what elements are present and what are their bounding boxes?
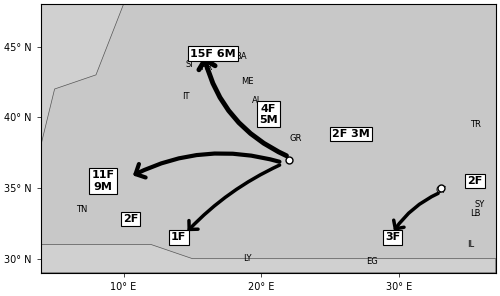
Text: ME: ME bbox=[242, 78, 254, 86]
Text: LY: LY bbox=[244, 254, 252, 263]
Text: AL: AL bbox=[252, 96, 262, 105]
FancyArrowPatch shape bbox=[189, 165, 280, 229]
Polygon shape bbox=[41, 4, 123, 160]
Text: IT: IT bbox=[182, 91, 190, 101]
Text: SY: SY bbox=[474, 200, 484, 210]
Text: CY: CY bbox=[436, 186, 446, 195]
Polygon shape bbox=[41, 244, 496, 273]
FancyArrowPatch shape bbox=[394, 193, 438, 229]
Text: EG: EG bbox=[366, 257, 378, 266]
Text: LB: LB bbox=[470, 209, 480, 218]
Text: 15F 6M: 15F 6M bbox=[190, 49, 236, 59]
Text: 11F
9M: 11F 9M bbox=[92, 170, 114, 192]
Text: 4F
5M: 4F 5M bbox=[259, 104, 278, 125]
Text: 2F: 2F bbox=[123, 214, 138, 224]
FancyArrowPatch shape bbox=[199, 60, 286, 156]
Text: SI: SI bbox=[186, 60, 194, 70]
Text: TN: TN bbox=[76, 205, 88, 214]
Text: 3F: 3F bbox=[385, 232, 400, 242]
Text: BA: BA bbox=[235, 52, 246, 61]
Text: TR: TR bbox=[470, 120, 480, 129]
Text: HR: HR bbox=[200, 63, 212, 72]
Text: GR: GR bbox=[290, 134, 302, 143]
Text: 2F: 2F bbox=[468, 176, 483, 186]
Text: 2F 3M: 2F 3M bbox=[332, 129, 370, 139]
Text: 1F: 1F bbox=[171, 232, 186, 242]
Text: IL: IL bbox=[468, 240, 474, 249]
FancyArrowPatch shape bbox=[136, 153, 280, 178]
